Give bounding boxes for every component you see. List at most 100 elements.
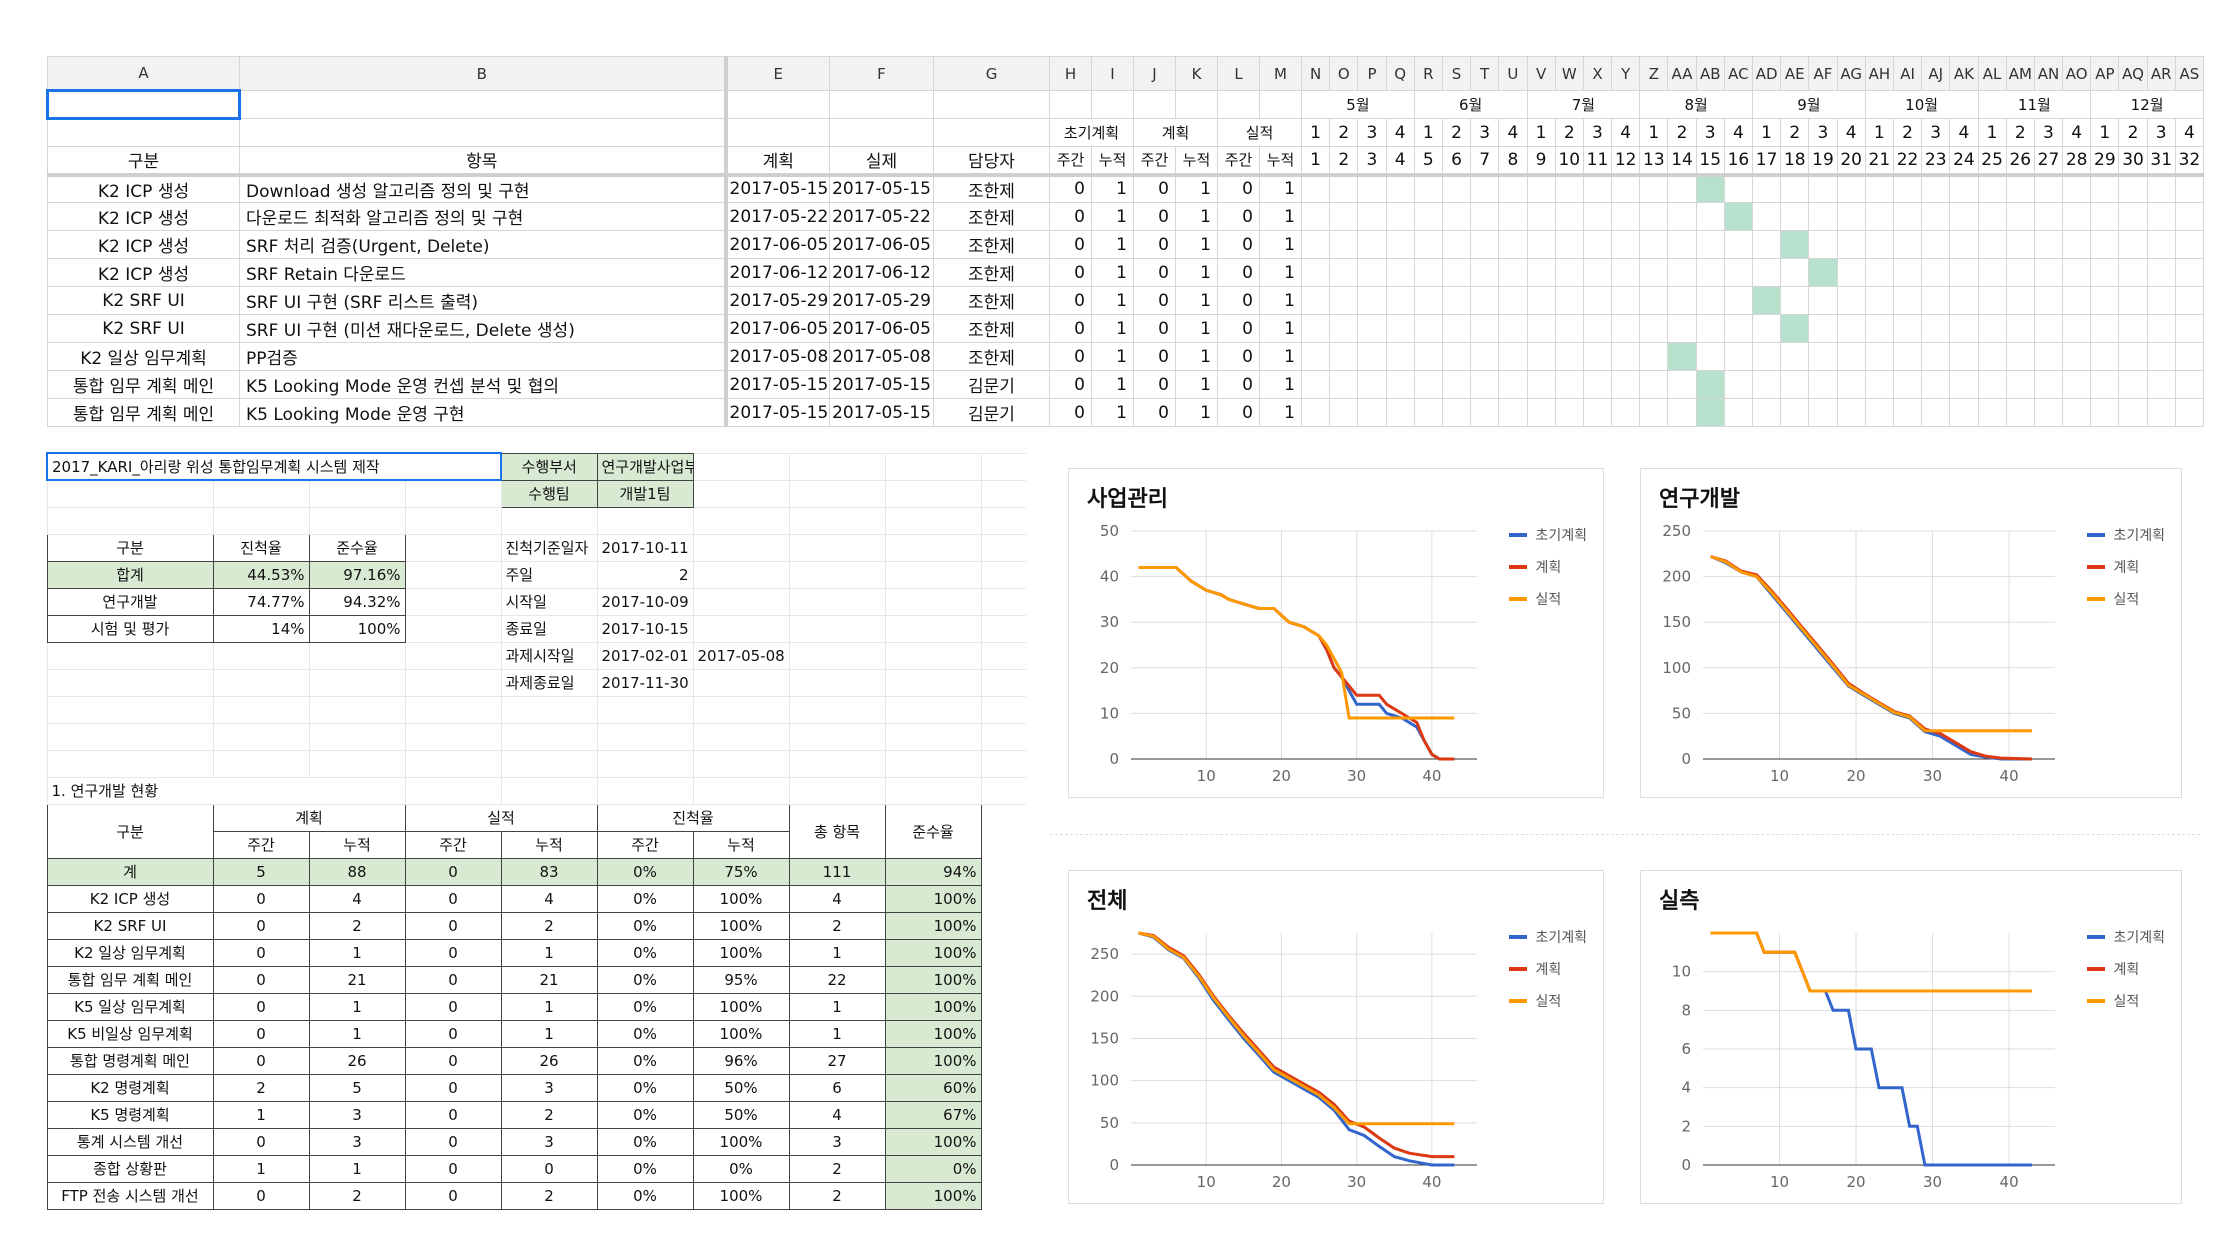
status-value[interactable]: 0 — [212, 1019, 310, 1048]
week-cell[interactable] — [2174, 258, 2205, 287]
dept-label[interactable]: 수행부서 — [500, 452, 598, 481]
status-value[interactable]: 83 — [500, 857, 598, 886]
week-cell[interactable] — [1441, 398, 1472, 427]
cell[interactable] — [500, 749, 598, 778]
category-cell[interactable]: K2 SRF UI — [47, 286, 240, 315]
week-cell[interactable] — [1780, 342, 1810, 371]
week-cell[interactable] — [1808, 342, 1838, 371]
column-header-am[interactable]: AM — [2005, 56, 2035, 91]
count-cell[interactable]: 1 — [1175, 230, 1218, 259]
week-cell[interactable] — [2005, 202, 2035, 231]
cell[interactable] — [1259, 90, 1302, 119]
column-header-aa[interactable]: AA — [1667, 56, 1697, 91]
week-of-month[interactable]: 1 — [1300, 118, 1331, 147]
week-cell[interactable] — [1582, 370, 1613, 399]
group-header[interactable]: 실적 — [1217, 118, 1302, 147]
week-of-month[interactable]: 1 — [1413, 118, 1443, 147]
week-cell[interactable] — [1864, 398, 1894, 427]
count-cell[interactable]: 1 — [1175, 398, 1218, 427]
week-cell[interactable] — [1385, 342, 1415, 371]
cell[interactable] — [788, 641, 886, 670]
week-of-month[interactable]: 2 — [1441, 118, 1472, 147]
week-cell[interactable] — [1864, 258, 1894, 287]
legend-item[interactable]: 계획 — [2087, 953, 2165, 985]
week-of-month[interactable]: 3 — [1808, 118, 1838, 147]
month-header[interactable]: 7월 — [1526, 90, 1641, 119]
cell[interactable] — [884, 614, 982, 643]
status-compliance[interactable]: 100% — [884, 1127, 982, 1156]
week-cell[interactable] — [1836, 202, 1866, 231]
week-cell[interactable] — [2146, 370, 2176, 399]
info-label[interactable]: 종료일 — [500, 614, 598, 643]
status-value[interactable]: 0 — [404, 938, 502, 967]
status-value[interactable]: 75% — [692, 857, 790, 886]
cell[interactable] — [212, 695, 310, 724]
column-header-af[interactable]: AF — [1808, 56, 1838, 91]
status-value[interactable]: 0 — [212, 965, 310, 994]
actual-date-cell[interactable]: 2017-06-12 — [829, 258, 934, 287]
week-cell[interactable] — [1441, 174, 1472, 203]
count-cell[interactable]: 1 — [1091, 286, 1134, 315]
status-value[interactable]: 4 — [788, 1100, 886, 1129]
status-value[interactable]: 1 — [212, 1154, 310, 1183]
status-value[interactable]: 95% — [692, 965, 790, 994]
column-header-p[interactable]: P — [1357, 56, 1387, 91]
week-cell[interactable] — [1639, 398, 1669, 427]
team-label[interactable]: 수행팀 — [500, 479, 598, 508]
status-value[interactable]: 0 — [404, 965, 502, 994]
status-name[interactable]: 통합 임무 계획 메인 — [46, 965, 214, 994]
status-value[interactable]: 22 — [788, 965, 886, 994]
status-compliance[interactable]: 94% — [884, 857, 982, 886]
status-value[interactable]: 100% — [692, 1181, 790, 1210]
info-value[interactable]: 2 — [596, 560, 694, 589]
plan-date-cell[interactable]: 2017-05-15 — [723, 398, 830, 427]
status-value[interactable]: 1 — [308, 1019, 406, 1048]
status-compliance[interactable]: 100% — [884, 1181, 982, 1210]
cell[interactable] — [212, 479, 310, 508]
week-cell[interactable] — [1526, 286, 1556, 315]
week-cell[interactable] — [1554, 202, 1584, 231]
status-name[interactable]: K5 비일상 임무계획 — [46, 1019, 214, 1048]
column-header-v[interactable]: V — [1526, 56, 1556, 91]
week-cell[interactable] — [1385, 202, 1415, 231]
cell[interactable] — [47, 118, 240, 147]
gantt-bar-cell[interactable] — [1780, 230, 1810, 259]
gantt-bar-cell[interactable] — [1695, 370, 1725, 399]
section-title[interactable]: 1. 연구개발 현황 — [46, 776, 406, 805]
actual-date-cell[interactable]: 2017-05-15 — [829, 174, 934, 203]
week-cell[interactable] — [1639, 286, 1669, 315]
week-of-month[interactable]: 2 — [2005, 118, 2035, 147]
week-cell[interactable] — [2090, 398, 2120, 427]
week-cell[interactable] — [1723, 286, 1754, 315]
status-value[interactable]: 0% — [596, 1046, 694, 1075]
week-cell[interactable] — [1836, 314, 1866, 343]
rate-compliance[interactable]: 97.16% — [308, 560, 406, 589]
week-cell[interactable] — [1695, 202, 1725, 231]
status-value[interactable]: 0% — [596, 911, 694, 940]
info-value[interactable]: 2017-10-15 — [596, 614, 694, 643]
week-cell[interactable] — [2033, 342, 2064, 371]
cell[interactable] — [723, 90, 830, 119]
cell[interactable] — [500, 506, 598, 535]
week-cell[interactable] — [2062, 174, 2092, 203]
cell[interactable] — [46, 668, 214, 697]
rate-compliance[interactable]: 100% — [308, 614, 406, 643]
cell[interactable] — [46, 641, 214, 670]
week-cell[interactable] — [1300, 314, 1331, 343]
count-cell[interactable]: 0 — [1049, 342, 1092, 371]
count-cell[interactable]: 0 — [1133, 230, 1176, 259]
week-cell[interactable] — [1413, 230, 1443, 259]
week-of-month[interactable]: 1 — [1751, 118, 1782, 147]
week-cell[interactable] — [1977, 314, 2007, 343]
cell[interactable] — [404, 587, 502, 616]
legend-item[interactable]: 실적 — [1509, 583, 1587, 615]
column-header-b[interactable]: B — [239, 56, 726, 91]
cell[interactable] — [692, 722, 790, 751]
week-cell[interactable] — [1385, 230, 1415, 259]
col-weekly[interactable]: 주간 — [404, 830, 502, 859]
week-number[interactable]: 2 — [1329, 146, 1359, 177]
status-value[interactable]: 0% — [596, 1100, 694, 1129]
week-cell[interactable] — [1357, 230, 1387, 259]
week-cell[interactable] — [2174, 202, 2205, 231]
col-rate[interactable]: 진척율 — [596, 803, 790, 832]
